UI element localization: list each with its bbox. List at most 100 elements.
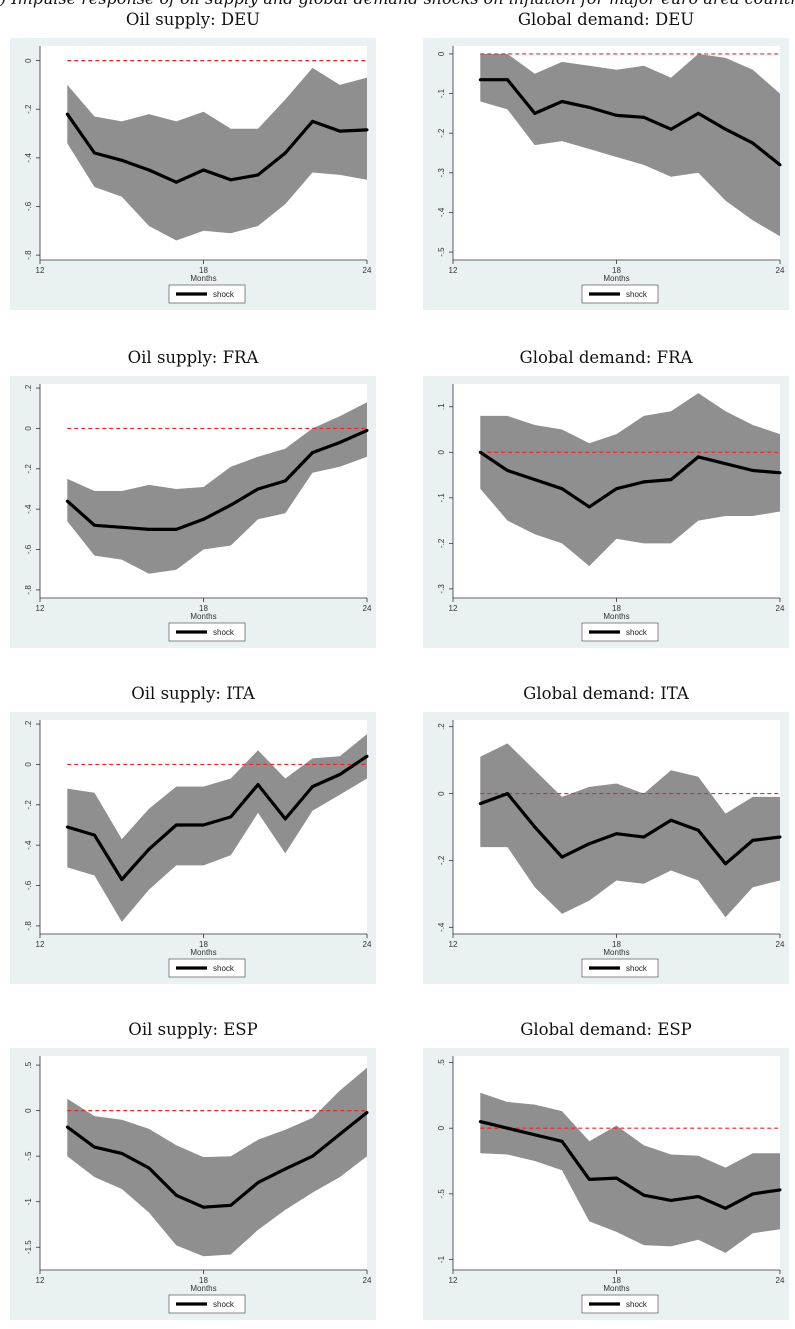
data-point <box>615 832 618 836</box>
y-tick-label: 0 <box>24 762 33 767</box>
x-tick-label: 18 <box>199 1276 208 1285</box>
x-tick-label: 18 <box>199 940 208 949</box>
data-point <box>256 1181 260 1185</box>
data-point <box>174 527 178 531</box>
data-point <box>696 828 700 832</box>
y-tick-label: .2 <box>24 384 33 391</box>
data-point <box>311 785 314 789</box>
line-chart: .2 0 -.2 -.412 18 24 Months shock <box>437 720 785 978</box>
data-point <box>229 503 233 507</box>
y-tick-label: -.3 <box>437 584 446 594</box>
shock-response-line <box>479 450 781 509</box>
y-tick-label: 0 <box>24 426 33 431</box>
y-tick-label: -.5 <box>437 247 446 257</box>
data-point <box>365 754 369 758</box>
shock-response-line <box>65 113 368 184</box>
y-tick-label: 0 <box>24 1108 33 1113</box>
data-point <box>533 111 537 115</box>
x-axis-label: Months <box>603 1284 629 1293</box>
data-point <box>93 151 96 155</box>
y-tick-label: -.3 <box>437 168 446 178</box>
data-point <box>533 1133 537 1137</box>
data-point <box>338 773 342 776</box>
shock-response-line <box>66 428 368 531</box>
x-axis-label: Months <box>190 612 216 621</box>
x-tick-label: 18 <box>612 1276 621 1285</box>
data-point <box>202 517 205 521</box>
y-tick-label: 0 <box>437 51 446 56</box>
x-tick-label: 18 <box>199 266 208 275</box>
legend-label: shock <box>626 290 648 299</box>
data-point <box>724 127 727 131</box>
data-point <box>751 838 755 842</box>
data-point <box>506 1126 509 1130</box>
data-point <box>724 862 727 866</box>
y-tick-label: -.2 <box>437 855 446 865</box>
x-axis-label: Months <box>190 274 216 283</box>
y-tick-label: 0 <box>437 791 446 796</box>
data-point <box>283 1167 287 1171</box>
x-tick-label: 12 <box>449 604 458 613</box>
legend-label: shock <box>626 964 648 973</box>
shock-response-line <box>66 754 368 882</box>
data-point <box>65 1125 69 1129</box>
x-tick-label: 12 <box>36 1276 45 1285</box>
line-chart: .2 0 -.2 -.4 -.6 -.812 18 24 Months shock <box>24 720 372 978</box>
x-axis-label: Months <box>603 274 629 283</box>
x-tick-label: 24 <box>363 604 372 613</box>
plot-box: 0 -.2 -.4 -.6 -.8 12 18 24 Months shock <box>10 38 376 310</box>
data-point <box>587 1177 591 1181</box>
confidence-band <box>67 1067 368 1257</box>
chart-title: Global demand: ESP <box>520 1020 692 1039</box>
y-tick-label: .1 <box>437 403 446 410</box>
x-tick-label: 24 <box>363 266 372 275</box>
legend-label: shock <box>626 1300 648 1309</box>
x-tick-label: 24 <box>776 266 785 275</box>
y-tick-label: -.8 <box>24 250 33 260</box>
data-point <box>506 469 509 472</box>
data-point <box>256 173 260 177</box>
data-point <box>338 129 342 133</box>
data-point <box>533 478 537 482</box>
shock-response-line <box>479 1120 781 1210</box>
data-point <box>478 1120 482 1124</box>
data-point <box>724 462 727 466</box>
y-tick-label: -.8 <box>24 921 33 931</box>
legend-label: shock <box>213 1300 235 1309</box>
data-point <box>587 105 591 109</box>
legend-label: shock <box>213 964 235 973</box>
y-tick-label: -.2 <box>24 800 33 810</box>
data-point <box>642 115 646 119</box>
data-point <box>174 1193 178 1197</box>
y-tick-label: -.2 <box>437 538 446 548</box>
data-point <box>642 1193 646 1197</box>
line-chart: .2 0 -.2 -.4 -.6 -.812 18 24 Months shock <box>24 384 372 642</box>
data-point <box>256 487 260 491</box>
x-axis-label: Months <box>603 612 629 621</box>
y-tick-label: -1.5 <box>24 1240 33 1254</box>
data-point <box>587 842 591 846</box>
figure-caption: ) Impulse response of oil supply and glo… <box>0 0 795 8</box>
y-tick-label: 0 <box>437 450 446 455</box>
line-chart: 0 -.2 -.4 -.6 -.812 18 24 Months shock <box>24 46 372 304</box>
x-axis-label: Months <box>190 948 216 957</box>
data-point <box>93 523 96 527</box>
data-point <box>65 825 69 829</box>
x-tick-label: 24 <box>363 940 372 949</box>
x-tick-label: 12 <box>36 940 45 949</box>
data-point <box>147 168 151 172</box>
y-tick-label: -.1 <box>437 88 446 98</box>
legend-label: shock <box>626 628 648 637</box>
confidence-band <box>67 67 368 241</box>
line-chart: 0 -.1 -.2 -.3 -.4 -.512 18 24 Months shock <box>437 46 785 304</box>
x-tick-label: 18 <box>612 940 621 949</box>
x-tick-label: 12 <box>449 940 458 949</box>
data-point <box>93 1145 96 1149</box>
data-point <box>478 802 482 806</box>
y-tick-label: .2 <box>437 723 446 730</box>
chart-title: Global demand: ITA <box>523 684 689 703</box>
y-tick-label: -.4 <box>437 207 446 217</box>
chart-title: Oil supply: FRA <box>127 348 259 367</box>
confidence-band <box>480 743 780 918</box>
data-point <box>560 487 564 491</box>
